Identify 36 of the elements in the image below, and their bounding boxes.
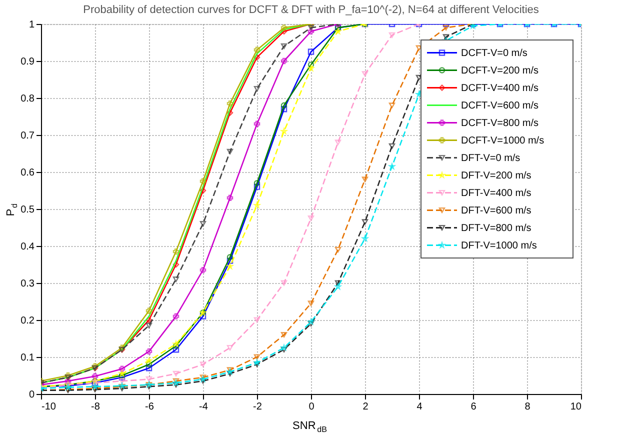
legend-label: DCFT-V=200 m/s: [461, 65, 539, 76]
x-tick-label: -10: [42, 402, 56, 412]
x-tick-label: -8: [91, 402, 100, 412]
legend-label: DCFT-V=0 m/s: [461, 48, 528, 59]
y-tick-label: 0.9: [20, 56, 35, 68]
legend-label: DFT-V=600 m/s: [461, 205, 532, 216]
legend-label: DFT-V=800 m/s: [461, 222, 532, 234]
legend-label: DFT-V=1000 m/s: [461, 240, 537, 252]
y-tick-label: 0.5: [20, 204, 35, 216]
y-tick-label: 0.7: [20, 130, 35, 142]
x-tick-label: -2: [253, 402, 262, 412]
y-tick-label: 0.4: [20, 242, 35, 252]
x-tick-label: 6: [470, 402, 477, 412]
x-tick-label: -4: [199, 402, 208, 412]
x-tick-label: 10: [570, 402, 582, 412]
legend-label: DCFT-V=400 m/s: [461, 82, 539, 94]
x-tick-label: 8: [524, 402, 531, 412]
x-tick-label: -6: [145, 402, 154, 412]
legend-label: DFT-V=400 m/s: [461, 188, 532, 199]
y-axis-title: Pd: [5, 204, 19, 216]
x-tick-label: 0: [308, 402, 315, 412]
y-tick-label: 0.6: [20, 168, 35, 178]
legend-label: DFT-V=0 m/s: [461, 152, 520, 164]
legend-label: DFT-V=200 m/s: [461, 170, 532, 182]
legend-label: DCFT-V=600 m/s: [461, 100, 539, 112]
y-tick-label: 0.8: [20, 94, 35, 104]
legend-label: DCFT-V=800 m/s: [461, 118, 539, 129]
y-tick-label: 1: [28, 20, 35, 30]
y-tick-label: 0.2: [20, 316, 35, 326]
y-tick-label: 0.1: [20, 352, 35, 364]
x-tick-label: 2: [362, 402, 369, 412]
y-tick-label: 0: [28, 390, 35, 400]
chart-title: Probability of detection curves for DCFT & DFT with P_fa=10^(-2), N=64 at different Velocities: [83, 4, 540, 16]
x-tick-label: 4: [416, 402, 423, 412]
y-tick-label: 0.3: [20, 278, 35, 290]
legend-label: DCFT-V=1000 m/s: [461, 135, 544, 146]
